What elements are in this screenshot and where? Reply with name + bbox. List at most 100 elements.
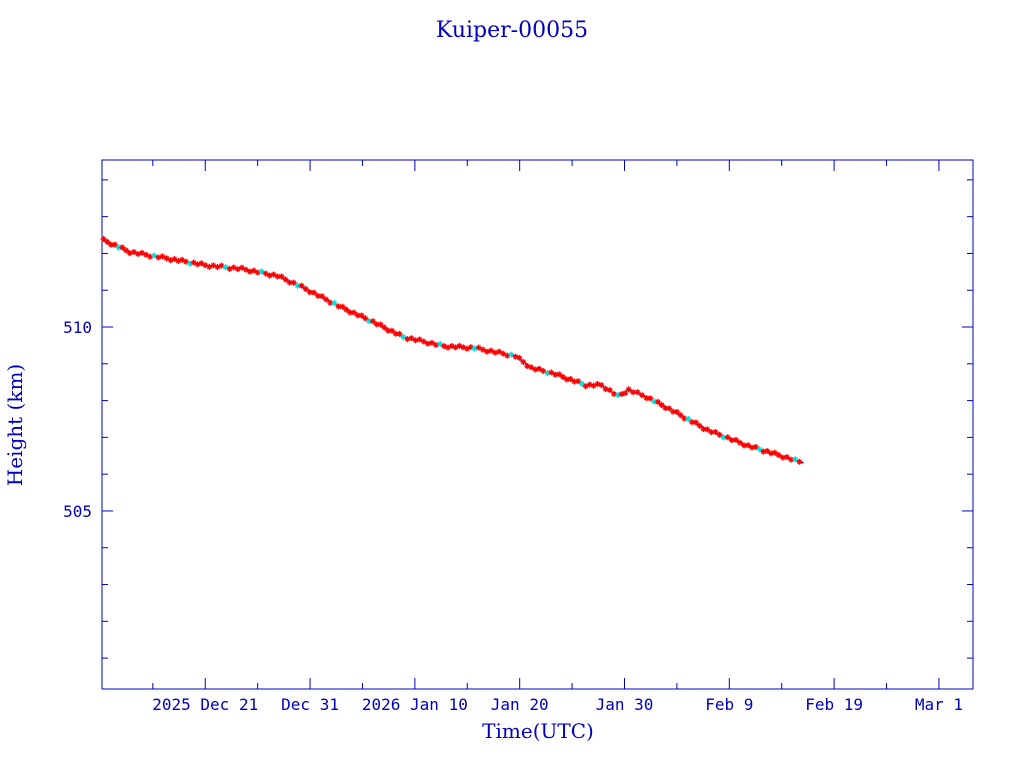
data-point: [720, 434, 727, 441]
marker-stroke: [635, 389, 641, 395]
data-point: [134, 250, 141, 257]
marker-stroke: [116, 245, 122, 250]
marker-stroke: [259, 269, 265, 275]
marker-stroke: [441, 343, 447, 349]
marker-stroke: [327, 300, 333, 306]
marker-stroke: [287, 280, 293, 286]
marker-stroke: [198, 260, 204, 266]
marker-stroke: [524, 363, 530, 369]
data-point: [366, 318, 373, 325]
data-point: [748, 444, 755, 451]
marker-stroke: [630, 389, 636, 395]
data-point: [354, 312, 361, 319]
marker-stroke: [513, 354, 518, 360]
marker-stroke: [708, 429, 714, 435]
data-point: [298, 282, 305, 289]
data-markers: [100, 235, 803, 465]
data-point: [736, 439, 743, 446]
data-point: [487, 347, 494, 354]
marker-stroke: [400, 334, 406, 340]
data-point: [685, 415, 692, 422]
marker-stroke: [560, 374, 566, 380]
data-point: [771, 449, 778, 456]
marker-stroke: [172, 256, 177, 262]
marker-stroke: [366, 318, 372, 324]
marker-stroke: [500, 351, 506, 357]
marker-stroke: [496, 349, 502, 355]
marker-stroke: [417, 336, 423, 342]
data-point: [764, 447, 771, 454]
marker-stroke: [651, 399, 657, 405]
data-point: [310, 289, 317, 296]
marker-stroke: [299, 283, 305, 289]
marker-stroke: [139, 250, 145, 256]
marker-stroke: [792, 456, 798, 462]
marker-stroke: [437, 341, 443, 347]
marker-stroke: [536, 366, 542, 372]
marker-stroke: [607, 387, 613, 393]
marker-stroke: [370, 318, 376, 324]
x-tick-label: Feb 9: [705, 695, 753, 714]
marker-stroke: [548, 369, 554, 375]
data-point: [625, 386, 632, 393]
marker-stroke: [579, 381, 585, 387]
x-tick-label: Jan 20: [491, 695, 549, 714]
marker-stroke: [745, 442, 751, 448]
x-tick-labels: 2025 Dec 21 Dec 31 2026 Jan 10 Jan 20 Jan 30…: [152, 695, 963, 714]
axis-ticks: [102, 160, 973, 689]
marker-stroke: [311, 290, 317, 296]
marker-stroke: [682, 416, 687, 421]
marker-stroke: [164, 255, 170, 261]
marker-stroke: [191, 260, 197, 265]
marker-stroke: [160, 253, 165, 259]
marker-stroke: [697, 423, 703, 429]
x-tick-label: Dec 31: [281, 695, 339, 714]
chart-title: Kuiper-00055: [436, 18, 588, 43]
data-point: [479, 346, 486, 353]
data-point: [290, 279, 297, 286]
marker-stroke: [717, 432, 723, 438]
marker-stroke: [378, 321, 384, 327]
data-point: [428, 339, 435, 346]
marker-stroke: [729, 437, 735, 443]
data-point: [369, 318, 376, 325]
data-point: [282, 276, 289, 283]
marker-stroke: [104, 239, 110, 245]
y-tick-label: 510: [63, 318, 92, 337]
plot-frame: [101, 159, 974, 690]
marker-stroke: [179, 257, 185, 263]
data-point: [556, 371, 563, 378]
data-point: [700, 426, 707, 433]
data-point: [319, 293, 326, 300]
marker-stroke: [112, 242, 118, 248]
marker-stroke: [693, 420, 699, 425]
marker-stroke: [223, 264, 229, 270]
data-point: [226, 265, 233, 272]
marker-stroke: [666, 405, 672, 411]
data-point: [716, 431, 723, 438]
marker-stroke: [568, 376, 573, 382]
marker-stroke: [456, 343, 462, 349]
data-point: [796, 458, 803, 465]
data-point: [496, 348, 503, 355]
data-point: [323, 296, 330, 303]
data-point: [677, 412, 684, 419]
data-point: [752, 443, 759, 450]
data-point: [388, 327, 395, 334]
data-point: [528, 364, 535, 371]
marker-stroke: [659, 402, 665, 408]
data-point: [520, 358, 527, 365]
marker-stroke: [757, 446, 763, 452]
data-point: [622, 390, 629, 397]
x-tick-label: 2025 Dec 21: [152, 695, 258, 714]
data-point: [437, 341, 444, 348]
marker-stroke: [626, 386, 632, 392]
marker-stroke: [788, 457, 794, 463]
data-point: [692, 419, 699, 426]
marker-stroke: [741, 442, 747, 448]
data-point: [350, 309, 357, 316]
data-point: [306, 289, 313, 296]
marker-stroke: [674, 409, 680, 415]
data-point: [647, 395, 654, 402]
data-point: [704, 426, 711, 433]
